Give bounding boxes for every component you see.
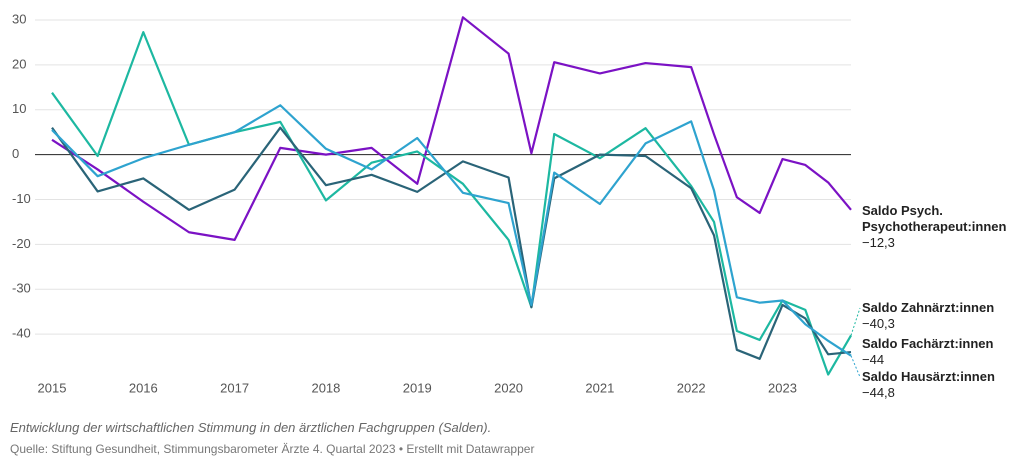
x-tick-label: 2019	[403, 380, 432, 395]
x-tick-label: 2021	[585, 380, 614, 395]
series-label: Saldo Hausärzt:innen −44,8	[862, 369, 1020, 401]
x-tick-label: 2015	[38, 380, 67, 395]
label-connector	[850, 355, 861, 378]
value-label: −40,3	[862, 316, 895, 331]
series-label: Saldo Fachärzt:innen −44	[862, 336, 1020, 368]
value-label: −12,3	[862, 235, 895, 250]
series-name: Saldo Zahnärzt:innen	[862, 300, 995, 315]
x-tick-label: 2020	[494, 380, 523, 395]
y-tick-label: 30	[12, 11, 26, 26]
series-line	[51, 104, 852, 357]
caption: Entwicklung der wirtschaftlichen Stimmun…	[10, 420, 492, 435]
series-label: Saldo Zahnärzt:innen −40,3	[862, 300, 1020, 332]
x-tick-label: 2018	[311, 380, 340, 395]
value-label: −44	[862, 352, 885, 367]
series-line	[51, 16, 852, 241]
series-name: Saldo Psych. Psychotherapeut:innen	[862, 203, 1007, 234]
x-tick-label: 2022	[677, 380, 706, 395]
series-name: Saldo Hausärzt:innen	[862, 369, 995, 384]
series-name: Saldo Fachärzt:innen	[862, 336, 994, 351]
source: Quelle: Stiftung Gesundheit, Stimmungsba…	[10, 442, 535, 456]
y-tick-label: -20	[12, 236, 31, 251]
y-tick-label: -40	[12, 326, 31, 341]
x-tick-label: 2023	[768, 380, 797, 395]
series-label: Saldo Psych. Psychotherapeut:innen −12,3	[862, 203, 1020, 251]
value-label: −44,8	[862, 385, 895, 400]
label-connector	[850, 307, 861, 336]
y-tick-label: 20	[12, 56, 26, 71]
y-tick-label: 0	[12, 146, 19, 161]
series-line	[51, 126, 852, 360]
y-tick-label: 10	[12, 101, 26, 116]
y-tick-label: -30	[12, 281, 31, 296]
y-tick-label: -10	[12, 191, 31, 206]
x-tick-label: 2016	[129, 380, 158, 395]
x-tick-label: 2017	[220, 380, 249, 395]
